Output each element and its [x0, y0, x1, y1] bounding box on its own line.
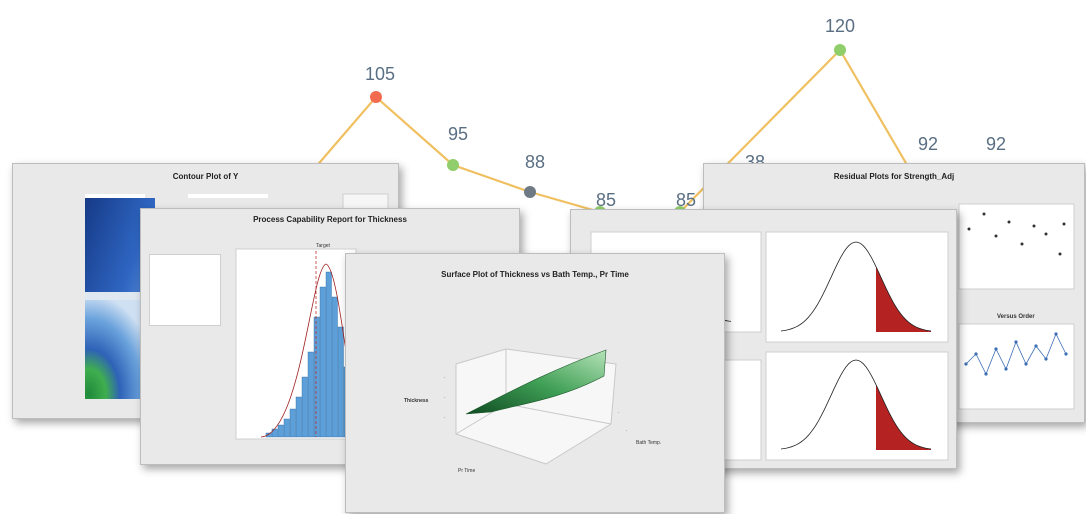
- histogram-bar: [337, 326, 344, 438]
- order-point: [964, 362, 968, 366]
- trend-point-label: 85: [676, 190, 696, 210]
- order-point: [994, 347, 998, 351]
- trend-point-label: 120: [825, 16, 855, 36]
- svg-text:·: ·: [626, 428, 628, 434]
- capability-histogram: [235, 248, 367, 440]
- histogram-bar: [307, 351, 314, 438]
- histogram-bar: [277, 424, 284, 438]
- residual-point: [982, 212, 986, 216]
- histogram-bar: [295, 396, 302, 438]
- trend-point-label: 95: [448, 124, 468, 144]
- histogram-bar: [325, 271, 332, 438]
- histogram-bar: [289, 408, 296, 438]
- trend-point: [370, 91, 382, 103]
- svg-text:·: ·: [618, 410, 620, 416]
- residual-point: [1007, 220, 1011, 224]
- histogram-bar: [301, 376, 308, 438]
- histogram-bar: [331, 296, 338, 438]
- versus-order-label: Versus Order: [997, 314, 1035, 320]
- residual-point: [1062, 222, 1066, 226]
- histogram-bar: [283, 418, 290, 438]
- trend-point-label: 105: [365, 64, 395, 84]
- histogram-bar: [313, 316, 320, 438]
- residual-point: [1044, 232, 1048, 236]
- histogram-bar: [319, 286, 326, 438]
- svg-text:·: ·: [444, 415, 446, 421]
- residual-point: [1058, 252, 1062, 256]
- surface-ylabel: Bath Temp.: [636, 440, 662, 446]
- order-point: [1054, 332, 1058, 336]
- histogram-bar: [271, 428, 278, 438]
- order-point: [1004, 367, 1008, 371]
- svg-text:·: ·: [444, 375, 446, 381]
- order-point: [974, 352, 978, 356]
- normal-curve-plot: [780, 359, 932, 450]
- trend-line-path: [295, 48, 911, 214]
- tail-area: [876, 384, 931, 450]
- trend-point-label: 92: [986, 134, 1006, 154]
- trend-point: [834, 44, 846, 56]
- trend-point-label: 92: [918, 134, 938, 154]
- residual-point: [994, 234, 998, 238]
- histogram-bar: [265, 432, 272, 438]
- tail-area: [876, 266, 931, 332]
- order-point: [984, 372, 988, 376]
- trend-point: [447, 159, 459, 171]
- order-point: [1014, 340, 1018, 344]
- order-point: [1044, 357, 1048, 361]
- residual-point: [1020, 242, 1024, 246]
- trend-point-label: 85: [596, 190, 616, 210]
- order-point: [1034, 344, 1038, 348]
- order-point: [1064, 352, 1068, 356]
- target-label: Target: [316, 243, 330, 249]
- surface-xlabel: Pr Time: [458, 468, 476, 474]
- contour-plot-title: Contour Plot of Y: [172, 172, 239, 181]
- trend-point-label: 88: [525, 152, 545, 172]
- svg-text:·: ·: [444, 395, 446, 401]
- capability-report-title: Process Capability Report for Thickness: [253, 215, 407, 224]
- surface-zlabel: Thickness: [404, 398, 429, 404]
- capability-stats-box: [149, 254, 221, 326]
- residual-point: [1032, 224, 1036, 228]
- residual-plots-graphic: [958, 203, 1075, 410]
- trend-point: [524, 186, 536, 198]
- residual-point: [967, 227, 971, 231]
- surface-plot-graphic: · · · · ·: [444, 348, 628, 465]
- surface-plot-window: Surface Plot of Thickness vs Bath Temp.,…: [345, 253, 725, 513]
- surface-plot-title: Surface Plot of Thickness vs Bath Temp.,…: [441, 270, 629, 279]
- order-point: [1024, 362, 1028, 366]
- residual-plots-title: Residual Plots for Strength_Adj: [833, 172, 955, 181]
- normal-curve-plot: [780, 241, 932, 332]
